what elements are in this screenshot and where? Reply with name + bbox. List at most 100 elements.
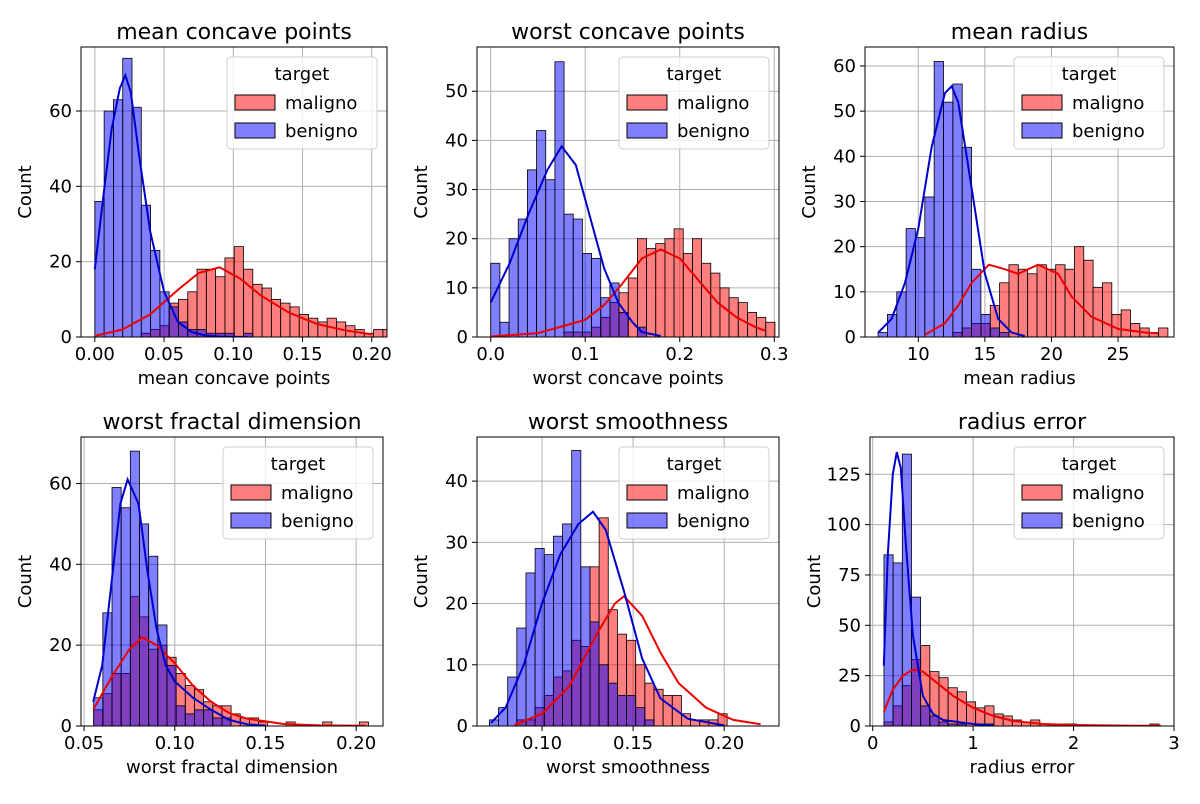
bar-maligno: [392, 333, 401, 337]
legend-swatch-maligno: [1021, 484, 1063, 501]
legend-title: target: [1062, 454, 1117, 475]
y-tick-label: 0: [850, 716, 861, 737]
y-tick-label: 30: [445, 180, 468, 201]
legend-label-benigno: benigno: [285, 121, 358, 142]
bars: [489, 61, 776, 337]
legend-label-maligno: maligno: [281, 483, 353, 504]
axes-frame: [476, 46, 780, 338]
bar-benigno: [554, 61, 565, 337]
kde-line-maligno: [92, 635, 366, 726]
bar-maligno: [673, 228, 684, 337]
y-tick-label: 100: [827, 515, 861, 536]
legend-title: target: [1062, 64, 1117, 85]
bar-benigno: [920, 705, 931, 726]
legend: target maligno benigno: [222, 446, 374, 540]
y-axis-label: Count: [15, 165, 36, 218]
bar-maligno: [646, 248, 657, 337]
bar-benigno: [122, 57, 133, 337]
subplot-title: mean radius: [951, 20, 1088, 45]
y-axis-label: Count: [799, 165, 820, 218]
axes-frame: [80, 46, 388, 338]
bar-benigno: [598, 664, 609, 726]
bar-benigno: [184, 713, 195, 726]
bar-maligno: [765, 321, 776, 337]
bar-maligno: [1045, 268, 1057, 337]
y-tick-label: 0: [61, 716, 72, 737]
subplot-title: radius error: [958, 410, 1087, 435]
bar-benigno: [892, 562, 903, 726]
kde-line-benigno: [877, 84, 1026, 337]
bar-benigno: [980, 314, 991, 337]
x-tick-label: 0.05: [144, 344, 184, 365]
bar-benigno: [616, 694, 627, 726]
y-tick-label: 60: [49, 101, 72, 122]
bar-maligno: [1074, 246, 1085, 337]
kde-line-benigno: [490, 510, 725, 726]
y-tick-label: 10: [833, 282, 856, 303]
legend-swatch-benigno: [230, 512, 272, 529]
y-axis-label: Count: [411, 165, 432, 218]
subplot-title: worst concave points: [511, 20, 745, 45]
bar-benigno: [571, 450, 582, 726]
kde-line-benigno: [882, 451, 994, 726]
legend-swatch-benigno: [626, 122, 668, 139]
bar-maligno: [1120, 309, 1131, 337]
x-axis-label: worst concave points: [532, 368, 723, 389]
bar-benigno: [120, 507, 131, 726]
bar-maligno: [719, 287, 730, 337]
bar-maligno: [1055, 264, 1066, 337]
bar-benigno: [572, 218, 583, 337]
bar-maligno: [358, 721, 369, 726]
y-tick-label: 10: [445, 278, 468, 299]
kde-line-benigno: [93, 72, 248, 337]
legend-label-benigno: benigno: [1072, 121, 1145, 142]
y-tick-label: 0: [457, 327, 468, 348]
bar-maligno: [655, 243, 666, 337]
legend-swatch-benigno: [1021, 122, 1063, 139]
bar-maligno: [261, 287, 272, 337]
bar-benigno: [591, 257, 602, 337]
x-tick-label: 0.20: [336, 733, 376, 754]
bar-maligno: [233, 246, 244, 337]
legend-title: target: [271, 454, 326, 475]
x-axis-label: mean concave points: [138, 368, 331, 389]
bar-maligno: [205, 268, 217, 337]
x-tick-label: 25: [1107, 344, 1130, 365]
bar-maligno: [956, 691, 967, 726]
x-tick-label: 0.00: [75, 344, 115, 365]
bar-maligno: [1017, 268, 1029, 337]
subplot-2: 0.0 0.1 0.2 0.3 0 10 20 30 40 50 worst concave poi…: [411, 20, 789, 389]
bar-maligno: [1102, 282, 1113, 337]
x-tick-label: 20: [1040, 344, 1063, 365]
y-tick-label: 0: [61, 327, 72, 348]
bar-benigno: [581, 253, 592, 337]
bar-benigno: [938, 721, 949, 726]
bar-maligno: [627, 277, 638, 337]
y-tick-label: 0: [457, 716, 468, 737]
x-tick-label: 0: [867, 733, 878, 754]
x-tick-label: 0.10: [213, 344, 253, 365]
axes-frame: [864, 46, 1175, 338]
x-axis-label: mean radius: [963, 368, 1075, 389]
bar-maligno: [710, 272, 721, 337]
subplot-1: 0.00 0.05 0.10 0.15 0.20 0 20 40 60 mean concave …: [15, 20, 401, 389]
bars: [882, 451, 1161, 726]
bar-benigno: [526, 169, 537, 337]
legend-swatch-benigno: [234, 122, 276, 139]
y-axis-label: Count: [804, 555, 825, 608]
subplot-5: 0.10 0.15 0.20 0 10 20 30 40 worst smoothness wor…: [411, 410, 780, 778]
legend-label-maligno: maligno: [1072, 483, 1144, 504]
bar-benigno: [563, 213, 574, 337]
x-axis-label: worst fractal dimension: [126, 757, 338, 778]
y-tick-label: 40: [833, 146, 856, 167]
y-tick-label: 60: [49, 473, 72, 494]
x-tick-label: 0.1: [571, 344, 600, 365]
y-tick-label: 40: [445, 130, 468, 151]
bar-benigno: [129, 450, 140, 726]
x-tick-label: 2: [1068, 733, 1079, 754]
x-tick-label: 3: [1168, 733, 1179, 754]
y-tick-label: 20: [49, 635, 72, 656]
legend-title: target: [667, 454, 722, 475]
bar-benigno: [999, 332, 1010, 337]
bar-benigno: [139, 523, 150, 726]
